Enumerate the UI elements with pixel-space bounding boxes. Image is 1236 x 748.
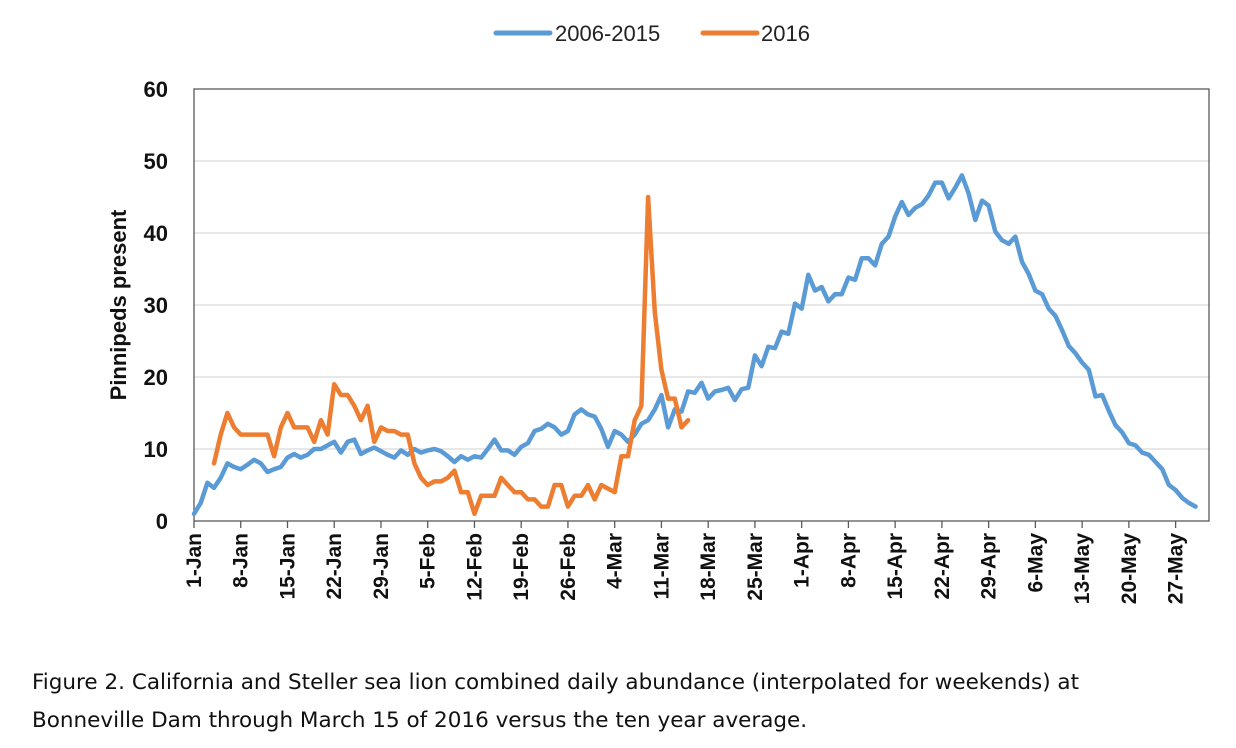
legend-label-series-1: 2006-2015: [555, 21, 660, 46]
x-tick-label: 27-May: [1165, 533, 1188, 605]
y-axis-title: Pinnipeds present: [106, 209, 131, 400]
x-tick-label: 19-Feb: [510, 533, 533, 601]
x-tick-label: 25-Mar: [744, 533, 767, 601]
x-tick-label: 18-Mar: [697, 533, 720, 601]
x-axis: 1-Jan 8-Jan 15-Jan 22-Jan 29-Jan 5-Feb 12-Feb 1…: [183, 521, 1188, 604]
x-tick-label: 22-Jan: [323, 533, 346, 600]
y-tick-label: 0: [156, 509, 168, 534]
x-tick-label: 11-Mar: [650, 533, 673, 600]
x-tick-label: 22-Apr: [931, 533, 954, 600]
x-tick-label: 12-Feb: [463, 533, 486, 601]
figure-caption: Figure 2. California and Steller sea lio…: [32, 664, 1212, 740]
legend-label-series-2: 2016: [761, 21, 810, 46]
y-tick-label: 30: [144, 293, 168, 318]
gridlines: [194, 160, 1209, 450]
x-tick-label: 26-Feb: [557, 533, 580, 601]
y-tick-label: 10: [144, 437, 168, 462]
x-tick-label: 8-Jan: [230, 533, 253, 588]
caption-line-2: Bonneville Dam through March 15 of 2016 …: [32, 708, 808, 733]
series-line-1: [191, 173, 1198, 517]
x-tick-label: 13-May: [1071, 533, 1094, 605]
x-tick-label: 15-Apr: [884, 533, 907, 600]
y-tick-label: 40: [144, 221, 168, 246]
series-line-2: [211, 194, 691, 517]
x-tick-label: 4-Mar: [604, 533, 627, 589]
x-tick-label: 5-Feb: [417, 533, 440, 589]
y-tick-label: 50: [144, 149, 168, 174]
x-tick-label: 8-Apr: [837, 533, 860, 588]
caption-line-1: Figure 2. California and Steller sea lio…: [32, 670, 1080, 695]
x-tick-label: 1-Jan: [183, 533, 206, 588]
x-tick-label: 1-Apr: [791, 533, 814, 588]
legend: 2006-2015 2016: [493, 21, 810, 46]
plot-area-border: [193, 88, 1210, 522]
x-tick-label: 29-Apr: [978, 533, 1001, 600]
x-tick-label: 6-May: [1024, 533, 1047, 593]
x-tick-label: 15-Jan: [276, 533, 299, 600]
y-tick-label: 20: [144, 365, 168, 390]
y-tick-label: 60: [144, 77, 168, 102]
x-tick-label: 29-Jan: [370, 533, 393, 600]
y-axis: 0 10 20 30 40 50 60: [144, 77, 168, 534]
x-tick-label: 20-May: [1118, 533, 1141, 605]
series-layer: [191, 173, 1198, 517]
